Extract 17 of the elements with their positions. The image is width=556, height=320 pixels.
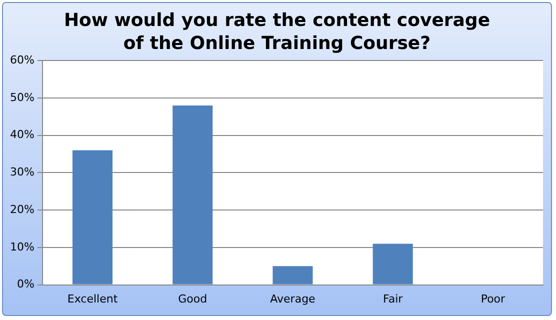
y-tick-label: 50% (10, 90, 34, 104)
y-tick-label: 30% (10, 166, 34, 179)
y-tick-label: 60% (10, 53, 34, 66)
x-tick-label: Average (270, 292, 316, 306)
y-tick-label: 10% (10, 240, 34, 254)
bar (172, 105, 213, 284)
chart-title: How would you rate the content coverage of the Online Training Course? (62, 9, 492, 55)
x-tick-label: Excellent (67, 292, 118, 306)
y-tick-label: 40% (10, 128, 34, 142)
bar (372, 244, 413, 284)
x-tick-label: Fair (383, 292, 404, 306)
bar (272, 266, 313, 284)
x-tick-label: Good (178, 292, 208, 306)
y-tick-label: 20% (10, 202, 34, 216)
bar (72, 150, 113, 284)
x-tick-label: Poor (480, 292, 506, 306)
y-tick-label: 0% (16, 278, 34, 291)
